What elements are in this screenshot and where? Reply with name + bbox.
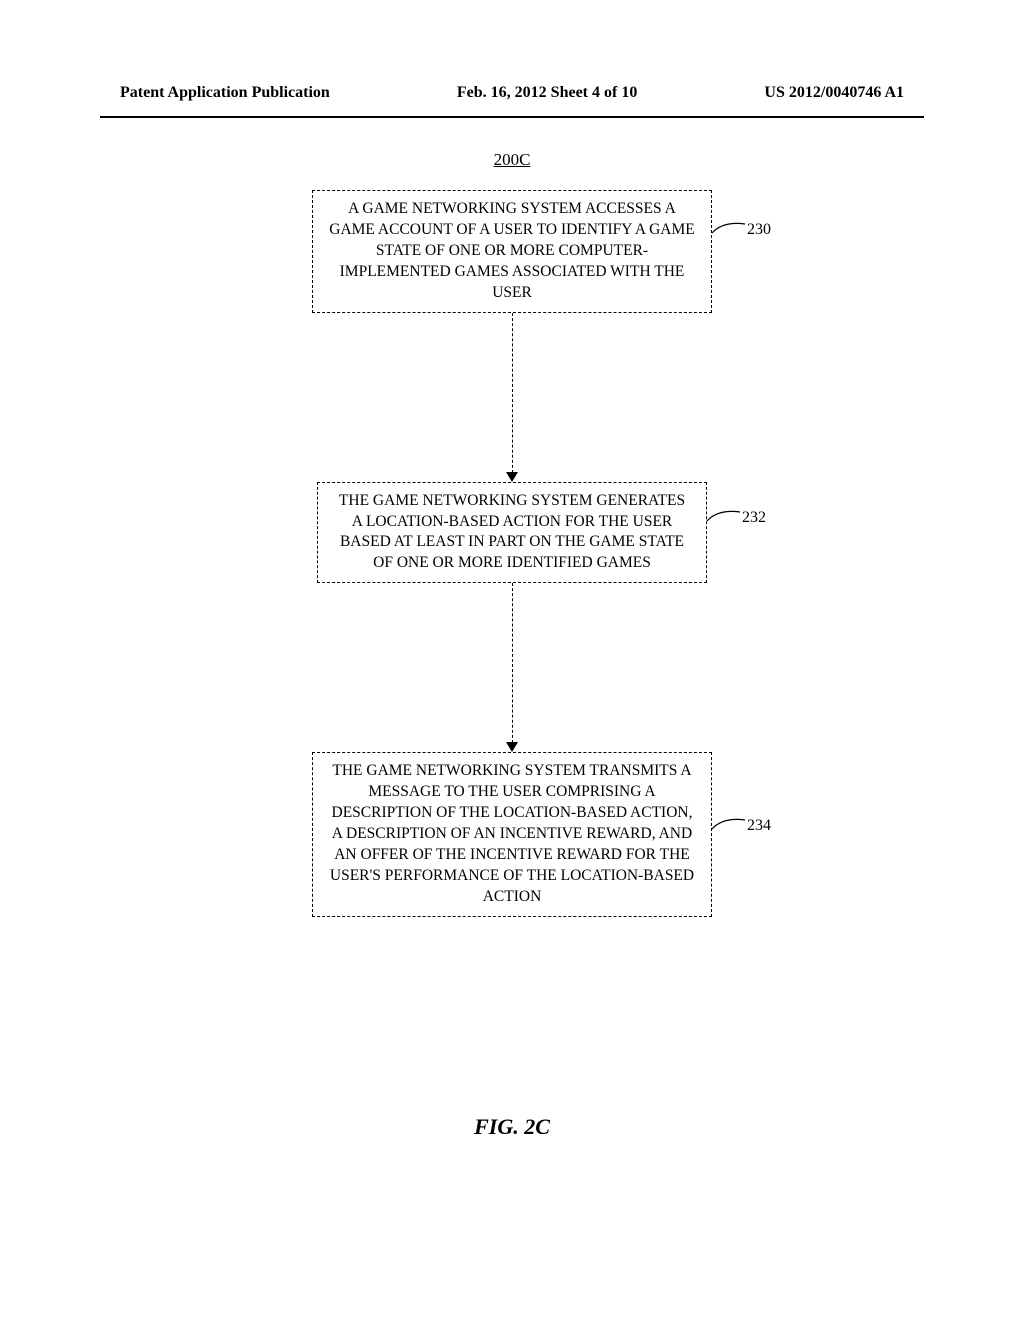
node-ref-230: 230 <box>747 219 771 241</box>
leader-line-icon <box>711 815 747 833</box>
flowchart: A GAME NETWORKING SYSTEM ACCESSES A GAME… <box>0 190 1024 917</box>
node-text: THE GAME NETWORKING SYSTEM TRANSMITS A M… <box>330 762 694 905</box>
arrow-head-icon <box>506 472 518 482</box>
header-left: Patent Application Publication <box>120 84 330 102</box>
arrow-line-icon <box>512 583 513 743</box>
flowchart-node-232: THE GAME NETWORKING SYSTEM GENERATES A L… <box>317 482 707 584</box>
leader-line-icon <box>711 219 747 237</box>
node-text: THE GAME NETWORKING SYSTEM GENERATES A L… <box>339 492 685 572</box>
arrow-head-icon <box>506 742 518 752</box>
page: Patent Application Publication Feb. 16, … <box>0 0 1024 1320</box>
arrow-line-icon <box>512 313 513 473</box>
figure-id: 200C <box>494 150 531 170</box>
page-header: Patent Application Publication Feb. 16, … <box>0 84 1024 102</box>
node-ref-234: 234 <box>747 815 771 837</box>
flowchart-arrow <box>502 583 522 752</box>
figure-caption: FIG. 2C <box>474 1114 550 1140</box>
flowchart-node-230: A GAME NETWORKING SYSTEM ACCESSES A GAME… <box>312 190 712 313</box>
leader-line-icon <box>706 507 742 525</box>
header-center: Feb. 16, 2012 Sheet 4 of 10 <box>457 84 637 102</box>
node-text: A GAME NETWORKING SYSTEM ACCESSES A GAME… <box>329 200 694 301</box>
flowchart-arrow <box>502 313 522 482</box>
header-rule <box>100 116 924 118</box>
header-right: US 2012/0040746 A1 <box>764 84 904 102</box>
node-ref-232: 232 <box>742 507 766 529</box>
flowchart-node-234: THE GAME NETWORKING SYSTEM TRANSMITS A M… <box>312 752 712 916</box>
